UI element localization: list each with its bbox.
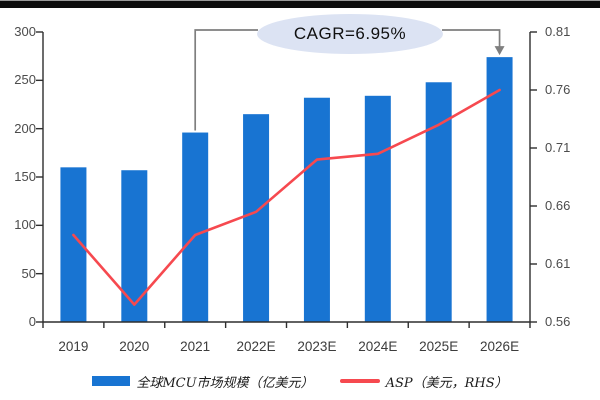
cagr-callout-ellipse: CAGR=6.95% xyxy=(257,14,443,54)
right-axis-tick-label: 0.61 xyxy=(545,256,571,271)
bar-series-swatch-icon xyxy=(92,376,131,386)
x-axis-label: 2019 xyxy=(58,339,89,354)
legend-item-asp: ASP（美元，RHS） xyxy=(339,372,508,391)
legend-label: ASP（美元，RHS） xyxy=(385,375,508,391)
x-axis: 2019 2020 2021 2022E 2023E 2024E 2025E 2… xyxy=(43,339,530,354)
cagr-label: CAGR=6.95% xyxy=(293,24,407,43)
x-axis-label: 2024E xyxy=(358,339,398,354)
line-series-swatch-icon xyxy=(339,379,380,383)
right-axis-tick-label: 0.66 xyxy=(545,198,571,213)
legend-item-mcu-market: 全球MCU市场规模（亿美元） xyxy=(92,372,314,391)
right-axis-tick-label: 0.81 xyxy=(545,24,571,39)
left-axis-tick-label: 250 xyxy=(14,72,36,88)
left-axis: 300 250 200 150 100 50 0 xyxy=(0,25,36,329)
x-axis-label: 2020 xyxy=(119,339,150,354)
left-axis-tick-label: 50 xyxy=(21,265,36,281)
legend-label: 全球MCU市场规模（亿美元） xyxy=(136,375,314,391)
left-axis-tick-label: 200 xyxy=(14,120,36,136)
right-axis: 0.81 0.76 0.71 0.66 0.61 0.56 xyxy=(545,25,595,329)
x-axis-label: 2026E xyxy=(480,339,520,354)
x-axis-label: 2025E xyxy=(419,339,459,354)
left-axis-tick-label: 150 xyxy=(14,168,36,184)
left-axis-tick-label: 0 xyxy=(28,313,36,329)
chart-legend: 全球MCU市场规模（亿美元） ASP（美元，RHS） xyxy=(0,370,600,392)
right-axis-tick-label: 0.76 xyxy=(545,82,571,97)
left-axis-tick-label: 100 xyxy=(14,217,36,233)
x-axis-label: 2023E xyxy=(297,339,337,354)
left-axis-tick-label: 300 xyxy=(14,24,36,39)
x-axis-label: 2022E xyxy=(236,339,276,354)
top-border-bar xyxy=(0,0,600,8)
right-axis-tick-label: 0.71 xyxy=(545,140,571,155)
x-axis-label: 2021 xyxy=(180,339,211,354)
right-axis-tick-label: 0.56 xyxy=(545,314,571,329)
